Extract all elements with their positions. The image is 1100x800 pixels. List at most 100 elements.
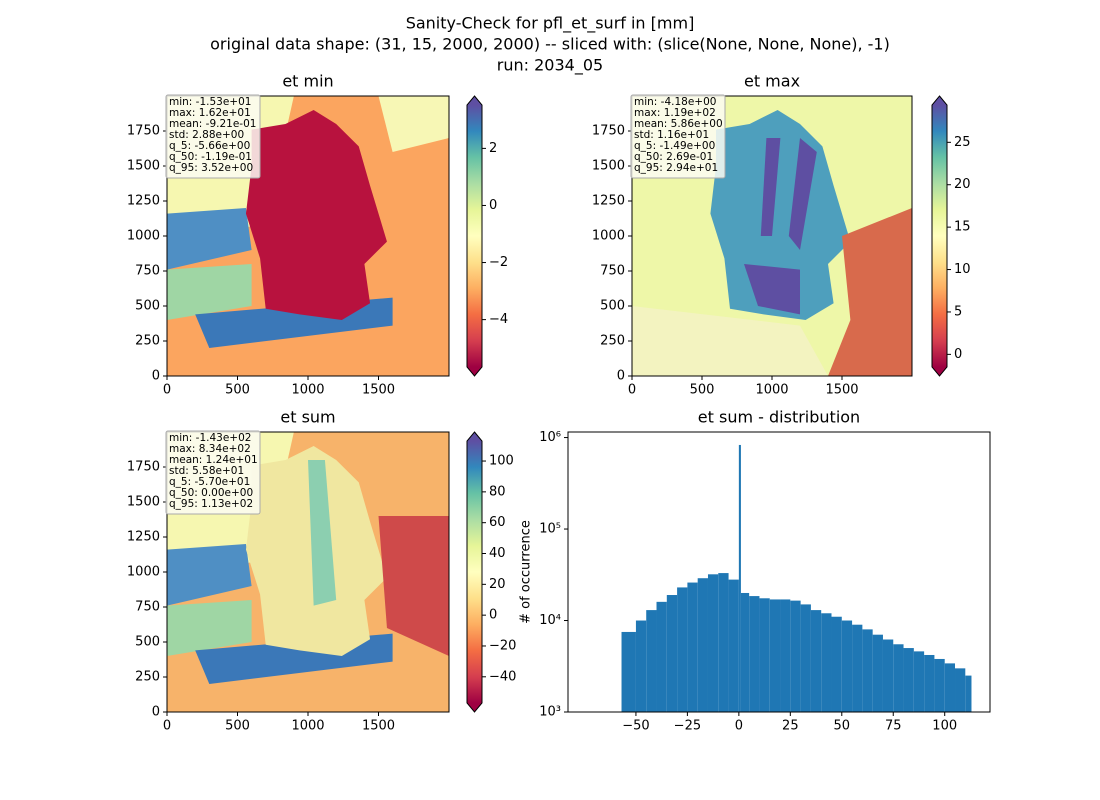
hist-bar xyxy=(740,592,750,712)
stats-line: mean: 1.24e+01 xyxy=(169,454,258,466)
hist-bar xyxy=(728,579,739,712)
hist-bar xyxy=(852,624,863,712)
stats-line: q_50: 0.00e+00 xyxy=(169,487,253,499)
image-region xyxy=(167,264,252,320)
hist-bar xyxy=(841,620,853,712)
x-tick-label: 0 xyxy=(628,383,636,398)
hist-bar xyxy=(697,578,708,712)
y-tick-label: 250 xyxy=(600,334,625,349)
y-tick-label: 750 xyxy=(135,264,160,279)
stats-line: q_95: 2.94e+01 xyxy=(634,162,718,174)
y-tick-label: 250 xyxy=(135,334,160,349)
stats-line: mean: -9.21e-01 xyxy=(169,118,256,130)
colorbar-tick-label: 20 xyxy=(489,577,506,592)
x-tick-label: 75 xyxy=(885,719,902,734)
colorbar-extend xyxy=(932,367,947,376)
colorbar-tick-label: 25 xyxy=(954,135,971,150)
colorbar-tick-label: 100 xyxy=(489,454,514,469)
axes-frame xyxy=(567,431,991,713)
axes-title: et min xyxy=(282,72,333,91)
hist-bar xyxy=(738,444,741,712)
x-tick-label: 500 xyxy=(225,719,250,734)
colorbar-tick-label: −2 xyxy=(489,255,508,270)
stats-line: max: 8.34e+02 xyxy=(169,443,251,455)
x-tick-label: 1500 xyxy=(362,383,395,398)
colorbar-tick-label: 60 xyxy=(489,515,506,530)
stats-line: q_95: 1.13e+02 xyxy=(169,498,253,510)
y-tick-label: 750 xyxy=(600,264,625,279)
y-tick-label: 500 xyxy=(135,635,160,650)
x-tick-label: 1000 xyxy=(291,719,324,734)
hist-bar xyxy=(862,629,873,712)
colorbar xyxy=(932,105,947,367)
colorbar-tick-label: −40 xyxy=(489,669,516,684)
stats-box xyxy=(165,94,261,179)
colorbar-extend xyxy=(467,96,482,105)
hist-bar xyxy=(687,582,698,712)
hist-bar xyxy=(965,675,972,712)
hist-bar xyxy=(913,651,925,712)
suptitle: Sanity-Check for pfl_et_surf in [mm] xyxy=(406,14,695,34)
colorbar-tick-label: 40 xyxy=(489,546,506,561)
stats-line: min: -1.43e+02 xyxy=(169,432,251,444)
stats-line: std: 2.88e+00 xyxy=(169,129,244,141)
y-tick-label: 1500 xyxy=(127,495,160,510)
x-tick-label: −25 xyxy=(674,719,701,734)
image-region xyxy=(632,306,828,376)
axes-title: et sum - distribution xyxy=(698,408,860,427)
stats-line: std: 5.58e+01 xyxy=(169,465,244,477)
y-tick-label: 500 xyxy=(600,299,625,314)
y-tick-label: 1250 xyxy=(127,530,160,545)
x-tick-label: 50 xyxy=(834,719,851,734)
hist-bar xyxy=(780,599,791,712)
colorbar-extend xyxy=(467,367,482,376)
colorbar xyxy=(467,105,482,367)
y-tick-label: 1000 xyxy=(592,229,625,244)
colorbar-tick-label: 0 xyxy=(489,608,497,623)
hist-bar xyxy=(707,574,719,712)
y-tick-label: 1500 xyxy=(127,159,160,174)
image-region xyxy=(744,264,800,315)
y-tick-label: 0 xyxy=(152,369,160,384)
colorbar-tick-label: 0 xyxy=(489,198,497,213)
hist-bar xyxy=(635,620,647,712)
x-tick-label: 1500 xyxy=(825,383,858,398)
x-tick-label: 25 xyxy=(782,719,799,734)
y-tick-label: 1750 xyxy=(127,460,160,475)
x-tick-label: 500 xyxy=(690,383,715,398)
image-region xyxy=(788,138,817,250)
x-tick-label: 100 xyxy=(932,719,957,734)
colorbar-tick-label: 10 xyxy=(954,262,971,277)
x-tick-label: 0 xyxy=(163,719,171,734)
image-region xyxy=(167,600,252,656)
y-tick-label: 1500 xyxy=(592,159,625,174)
hist-bar xyxy=(677,587,688,712)
colorbar-tick-label: 20 xyxy=(954,177,971,192)
colorbar-extend xyxy=(932,96,947,105)
image-region xyxy=(167,208,252,270)
hist-bar xyxy=(924,654,935,712)
hist-bar xyxy=(955,668,966,712)
y-tick-label: 1250 xyxy=(127,194,160,209)
hist-bar xyxy=(831,616,842,712)
stats-line: q_50: 2.69e-01 xyxy=(634,151,713,163)
stats-line: std: 1.16e+01 xyxy=(634,129,709,141)
hist-bar xyxy=(903,648,914,712)
colorbar-tick-label: 2 xyxy=(489,141,497,156)
hist-bar xyxy=(872,634,883,712)
hist-bar xyxy=(656,601,667,712)
stats-line: min: -4.18e+00 xyxy=(634,96,716,108)
stats-line: q_5: -1.49e+00 xyxy=(634,140,715,152)
y-tick-label: 1000 xyxy=(127,229,160,244)
hist-bar xyxy=(749,596,760,712)
colorbar-frame xyxy=(466,431,483,713)
colorbar-extend xyxy=(467,703,482,712)
y-axis-label: # of occurrence xyxy=(519,520,534,624)
hist-bar xyxy=(646,610,657,712)
y-tick-label: 1750 xyxy=(127,124,160,139)
hist-bar xyxy=(934,658,945,712)
y-tick-label: 10⁴ xyxy=(539,613,561,628)
hist-bar xyxy=(769,599,781,712)
colorbar-extend xyxy=(467,432,482,441)
colorbar xyxy=(467,441,482,703)
